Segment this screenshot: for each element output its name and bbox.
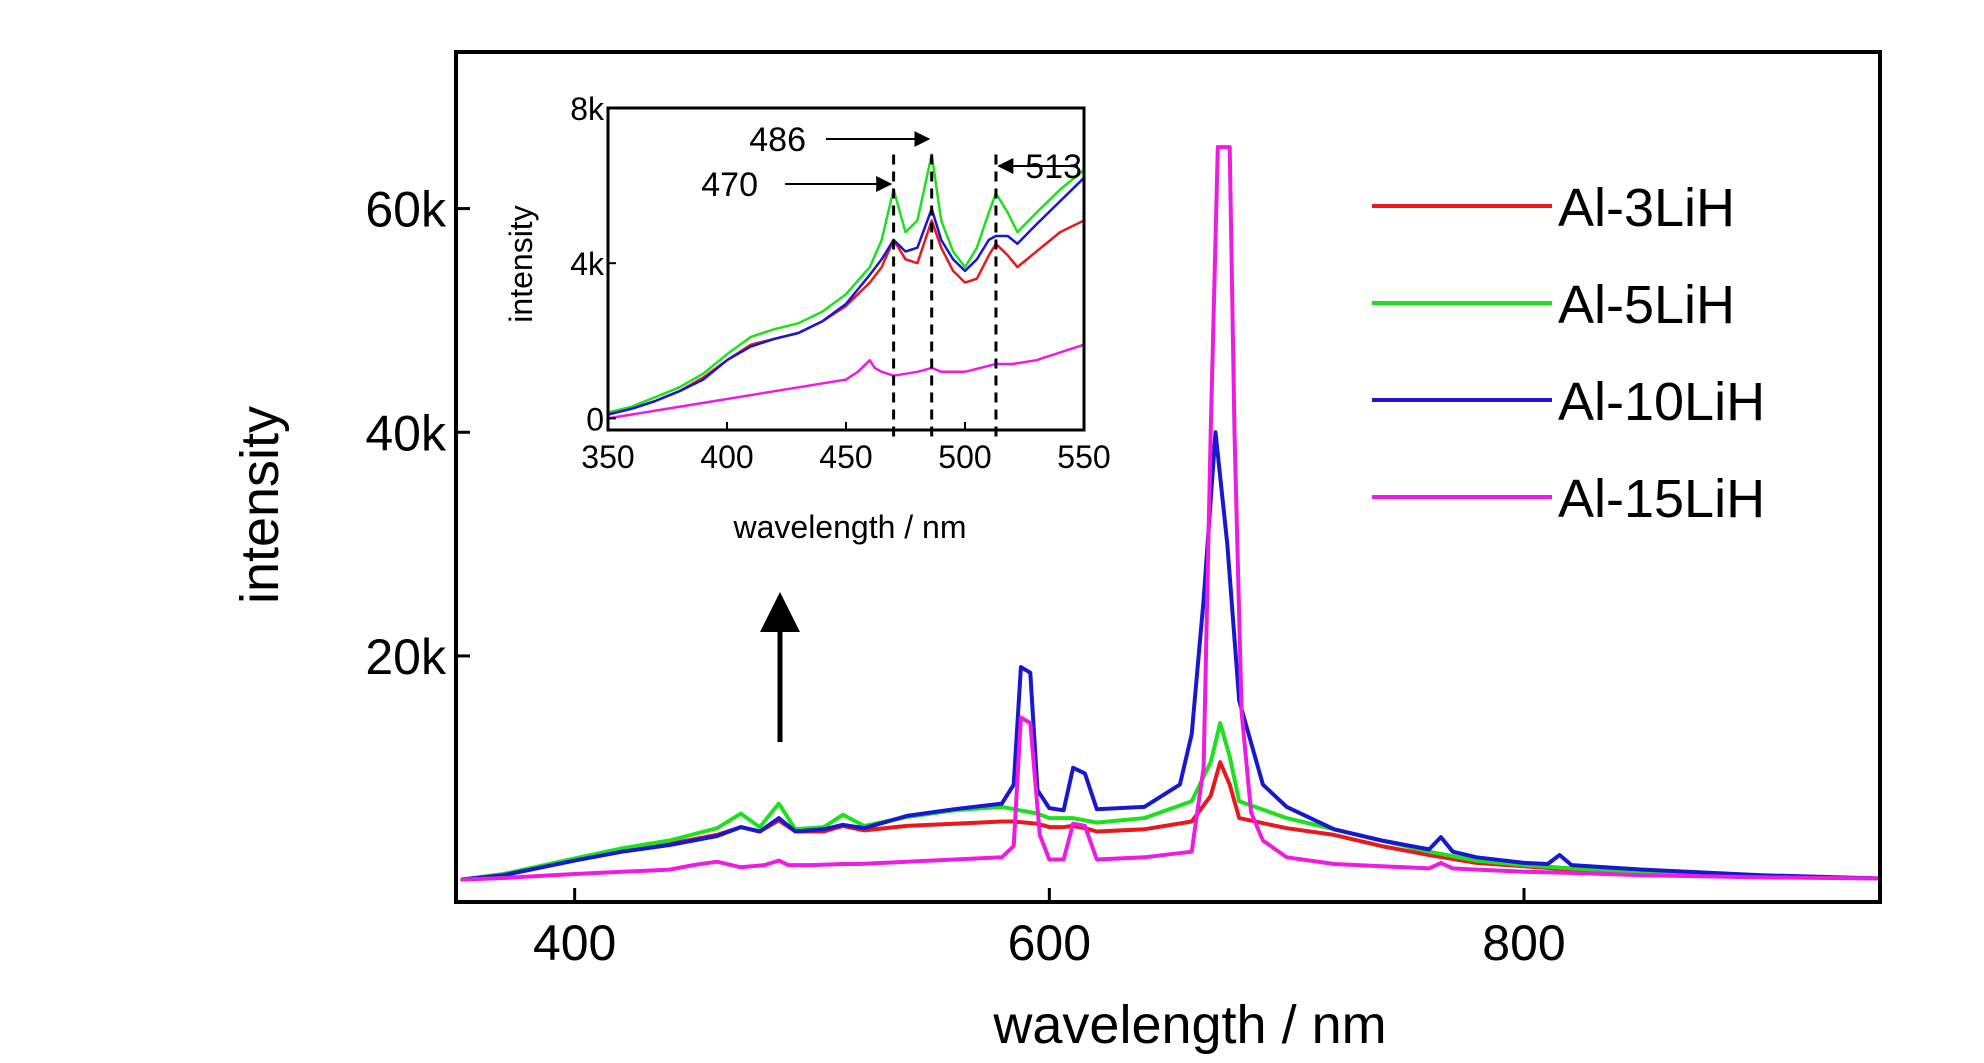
inset-x-tick-label: 500: [938, 439, 991, 475]
main-y-tick-label: 20k: [365, 629, 447, 685]
main-y-axis-label: intensity: [230, 406, 290, 604]
main-x-axis-label: wavelength / nm: [992, 995, 1386, 1055]
legend-label-al-10lih: Al-10LiH: [1558, 372, 1765, 432]
legend: Al-3LiH Al-5LiH Al-10LiH Al-15LiH: [1372, 178, 1765, 529]
inset-plot: 470 486 513 350 400 450 500 550 0 4k 8k wavelengt…: [503, 91, 1111, 545]
inset-y-tick-label: 4k: [570, 246, 605, 282]
inset-y-tick-label: 8k: [570, 91, 605, 127]
inset-y-tick-label: 0: [586, 401, 604, 437]
main-x-tick-label: 400: [533, 915, 616, 971]
inset-x-axis-label: wavelength / nm: [732, 509, 966, 545]
main-y-tick-label: 60k: [365, 182, 447, 238]
main-series-line-al-3lih: [460, 760, 1881, 882]
inset-marker-label-470: 470: [701, 166, 758, 204]
main-ticks-group: 400 600 800 20k 40k 60k: [365, 182, 1565, 971]
inset-series-line-al-10lih: [607, 176, 1085, 416]
inset-series-group: [607, 153, 1085, 420]
inset-x-tick-label: 400: [700, 439, 753, 475]
legend-label-al-5lih: Al-5LiH: [1558, 275, 1735, 335]
main-plot-frame: [454, 50, 1882, 904]
main-x-tick-label: 600: [1008, 915, 1091, 971]
inset-background: [608, 108, 1084, 430]
main-plot: 400 600 800 20k 40k 60k wavelength / nm inten…: [230, 50, 1882, 1055]
main-series-line-al-10lih: [460, 430, 1881, 882]
inset-marker-label-513: 513: [1025, 148, 1082, 186]
main-series-group: [460, 145, 1881, 882]
legend-label-al-3lih: Al-3LiH: [1558, 178, 1735, 238]
inset-y-axis-label: intensity: [503, 205, 539, 322]
inset-series-line-al-5lih: [607, 153, 1085, 414]
main-x-tick-label: 800: [1482, 915, 1565, 971]
main-y-tick-label: 40k: [365, 405, 447, 461]
inset-markers-group: 470 486 513: [701, 121, 1082, 438]
inset-x-tick-label: 450: [819, 439, 872, 475]
inset-ticks-group: 350 400 450 500 550 0 4k 8k: [570, 91, 1110, 475]
inset-x-tick-label: 350: [581, 439, 634, 475]
main-series-line-al-15lih: [460, 145, 1881, 882]
inset-marker-label-486: 486: [749, 121, 806, 159]
legend-label-al-15lih: Al-15LiH: [1558, 469, 1765, 529]
inset-x-tick-label: 550: [1057, 439, 1110, 475]
